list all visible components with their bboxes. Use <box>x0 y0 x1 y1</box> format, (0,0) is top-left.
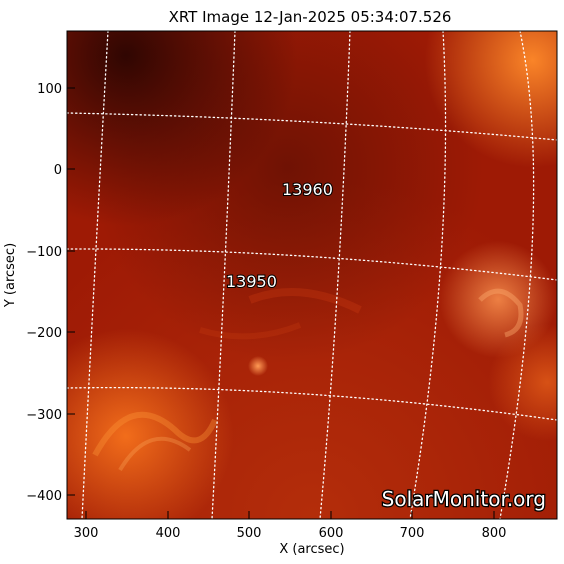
watermark: SolarMonitor.org <box>382 487 546 511</box>
x-tick-label: 300 <box>74 526 99 541</box>
y-tick-label: 0 <box>54 163 62 178</box>
solar-image <box>67 31 557 519</box>
region-label-13960: 13960 <box>282 180 333 199</box>
heliographic-grid <box>67 31 557 519</box>
y-tick-label: −200 <box>26 326 62 341</box>
plot-title: XRT Image 12-Jan-2025 05:34:07.526 <box>169 8 452 26</box>
x-tick-label: 700 <box>400 526 425 541</box>
x-tick-label: 500 <box>237 526 262 541</box>
x-tick-label: 400 <box>156 526 181 541</box>
y-tick-label: −400 <box>26 489 62 504</box>
plot-frame <box>66 30 558 520</box>
y-tick-label: −100 <box>26 245 62 260</box>
region-label-13950: 13950 <box>226 272 277 291</box>
y-tick-label: 100 <box>37 82 62 97</box>
y-tick-label: −300 <box>26 408 62 423</box>
x-tick-label: 600 <box>319 526 344 541</box>
y-axis-label: Y (arcsec) <box>3 243 18 308</box>
x-axis-label: X (arcsec) <box>279 542 344 557</box>
axis-ticks <box>67 87 495 519</box>
x-tick-label: 800 <box>482 526 507 541</box>
